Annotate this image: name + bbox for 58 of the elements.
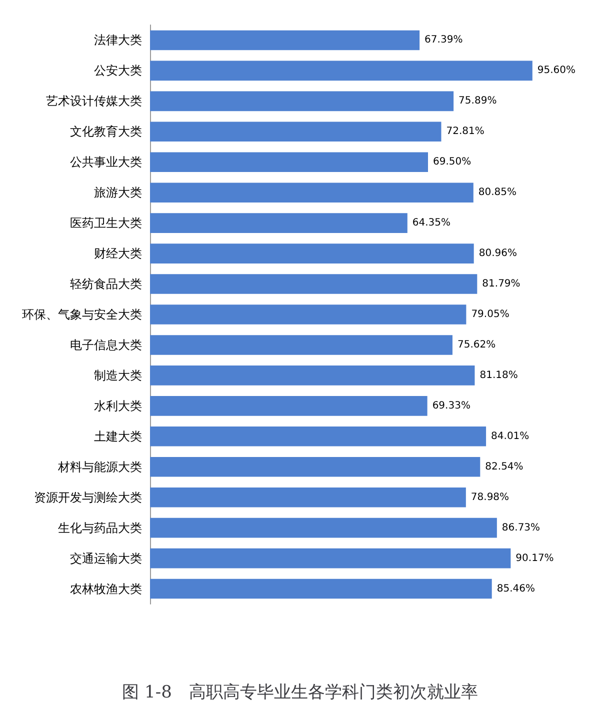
data-label: 75.89% xyxy=(458,96,497,107)
bar xyxy=(150,366,475,386)
data-label: 75.62% xyxy=(457,339,496,350)
y-tick-label: 电子信息大类 xyxy=(70,338,142,352)
y-tick-label: 公安大类 xyxy=(94,64,142,78)
y-tick-label: 财经大类 xyxy=(94,246,142,261)
text: 图 1-8 高职高专毕业生各学科门类初次就业率 xyxy=(122,682,478,702)
bar xyxy=(150,548,511,568)
bar xyxy=(150,274,478,294)
y-tick-label: 土建大类 xyxy=(94,429,142,444)
y-tick-label: 艺术设计传媒大类 xyxy=(46,94,142,108)
y-tick-label: 生化与药品大类 xyxy=(58,520,142,535)
y-tick-label: 旅游大类 xyxy=(94,186,142,200)
y-tick-label: 农林牧渔大类 xyxy=(70,582,142,596)
data-label: 69.50% xyxy=(433,156,472,168)
bar xyxy=(150,60,532,81)
data-label: 80.85% xyxy=(478,187,517,198)
data-label: 81.18% xyxy=(480,370,518,381)
y-tick-label: 材料与能源大类 xyxy=(57,460,142,474)
bar xyxy=(150,335,452,355)
y-tick-label: 法律大类 xyxy=(94,33,142,48)
data-label: 67.39% xyxy=(424,34,463,46)
bar xyxy=(150,487,466,508)
bar xyxy=(150,244,474,264)
bar xyxy=(150,518,497,538)
data-label: 84.01% xyxy=(491,430,530,442)
bar xyxy=(150,182,474,203)
data-label: 90.17% xyxy=(516,552,554,564)
y-tick-label: 文化教育大类 xyxy=(70,124,142,139)
y-tick-label: 制造大类 xyxy=(94,368,142,382)
y-tick-label: 医药卫生大类 xyxy=(70,216,142,230)
data-label: 80.96% xyxy=(478,248,517,260)
data-label: 85.46% xyxy=(496,583,535,594)
data-label: 81.79% xyxy=(482,278,520,290)
data-label: 86.73% xyxy=(502,522,540,534)
y-tick-label: 轻纺食品大类 xyxy=(70,277,142,292)
data-label: 79.05% xyxy=(471,309,510,320)
bar xyxy=(150,213,408,233)
bar xyxy=(150,91,454,112)
data-label: 64.35% xyxy=(412,218,451,229)
y-tick-label: 资源开发与测绘大类 xyxy=(34,490,142,504)
bar xyxy=(150,426,486,446)
y-tick-label: 水利大类 xyxy=(94,398,142,413)
bar xyxy=(150,578,492,599)
bar xyxy=(150,304,466,324)
bar xyxy=(150,30,420,50)
data-label: 72.81% xyxy=(446,126,484,138)
data-label: 82.54% xyxy=(485,461,524,472)
y-tick-label: 公共事业大类 xyxy=(70,155,142,170)
y-tick-label: 环保、气象与安全大类 xyxy=(22,308,142,322)
data-label: 78.98% xyxy=(470,492,510,503)
y-tick-label: 交通运输大类 xyxy=(70,551,142,566)
bar xyxy=(150,122,442,142)
bar xyxy=(150,152,428,172)
data-label: 69.33% xyxy=(432,400,470,412)
bar xyxy=(150,396,428,416)
bar xyxy=(150,456,480,477)
data-label: 95.60% xyxy=(537,65,576,76)
